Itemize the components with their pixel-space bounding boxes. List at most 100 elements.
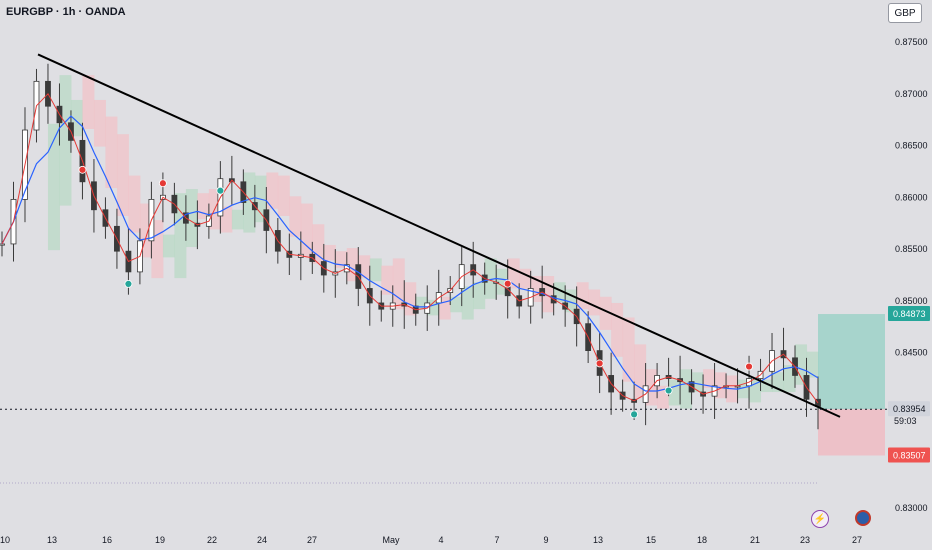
ichimoku-cloud-segment — [312, 224, 325, 264]
ichimoku-cloud-segment — [588, 289, 601, 316]
date-tick-label: 18 — [697, 535, 707, 545]
price-tick-label: 0.84500 — [895, 348, 928, 358]
ichimoku-cloud-segment — [139, 203, 152, 258]
ichimoku-cloud-segment — [346, 248, 359, 282]
ichimoku-cloud-segment — [105, 116, 118, 189]
ichimoku-cloud-segment — [507, 258, 520, 289]
sell-signal-dot — [503, 279, 512, 288]
ichimoku-cloud-segment — [806, 351, 819, 378]
sell-signal-dot — [78, 165, 87, 174]
ichimoku-cloud-segment — [59, 75, 72, 206]
date-tick-label: 23 — [800, 535, 810, 545]
ichimoku-cloud-segment — [220, 206, 233, 233]
ichimoku-cloud-segment — [82, 75, 95, 129]
ichimoku-cloud-segment — [392, 258, 405, 310]
ichimoku-cloud-segment — [369, 258, 382, 282]
buy-signal-dot — [664, 386, 673, 395]
sell-signal-dot — [595, 359, 604, 368]
lightning-icon[interactable]: ⚡ — [811, 510, 829, 528]
trend-line — [37, 53, 841, 418]
price-tick-label: 0.86000 — [895, 192, 928, 202]
ichimoku-cloud-segment — [427, 299, 440, 316]
price-tick-label: 0.83000 — [895, 503, 928, 513]
stop-price-label: 0.83507 — [893, 450, 926, 460]
ichimoku-cloud-segment — [576, 282, 589, 310]
ichimoku-cloud-segment — [680, 369, 693, 409]
ichimoku-cloud-segment — [151, 220, 164, 279]
buy-signal-dot — [630, 410, 639, 419]
price-tick-label: 0.86500 — [895, 141, 928, 151]
ichimoku-cloud-segment — [323, 244, 336, 261]
ichimoku-cloud-segment — [749, 379, 762, 403]
ichimoku-cloud-segment — [496, 268, 509, 295]
ichimoku-cloud-segment — [162, 234, 175, 258]
ichimoku-cloud-segment — [657, 385, 670, 409]
stop-price-label-bg — [888, 447, 930, 463]
current-price-label: 0.83954 — [893, 404, 926, 414]
date-tick-label: 13 — [47, 535, 57, 545]
target-zone — [818, 314, 885, 410]
ichimoku-cloud-segment — [565, 289, 578, 313]
ichimoku-cloud-segment — [70, 99, 83, 137]
ichimoku-cloud-segment — [266, 172, 279, 209]
ichimoku-cloud-segment — [622, 317, 635, 382]
ichimoku-cloud-segment — [116, 134, 129, 216]
date-tick-label: 27 — [307, 535, 317, 545]
buy-signal-dot — [216, 186, 225, 195]
sell-signal-dot — [745, 362, 753, 371]
ichimoku-cloud-segment — [461, 286, 474, 320]
ichimoku-cloud-segment — [450, 296, 463, 313]
date-tick-label: 10 — [0, 535, 10, 545]
ichimoku-cloud-segment — [611, 302, 624, 357]
ichimoku-cloud-segment — [231, 209, 244, 230]
ichimoku-cloud-segment — [300, 203, 313, 258]
date-tick-label: 24 — [257, 535, 267, 545]
ichimoku-cloud-segment — [473, 282, 486, 310]
current-price-label-bg — [888, 401, 930, 417]
date-tick-label: 4 — [438, 535, 443, 545]
target-price-label-bg — [888, 306, 930, 322]
price-tick-label: 0.85000 — [895, 296, 928, 306]
date-tick-label: 7 — [494, 535, 499, 545]
date-tick-label: 21 — [750, 535, 760, 545]
ichimoku-cloud-segment — [174, 193, 187, 279]
stop-zone — [818, 409, 885, 456]
ichimoku-cloud-segment — [47, 123, 60, 251]
date-tick-label: 27 — [852, 535, 862, 545]
ichimoku-cloud-segment — [438, 296, 451, 320]
ichimoku-cloud-segment — [289, 196, 302, 237]
ichimoku-cloud-segment — [519, 268, 532, 289]
ichimoku-cloud-segment — [760, 379, 773, 393]
ichimoku-cloud-segment — [415, 296, 428, 310]
ichimoku-cloud-segment — [185, 189, 198, 248]
ichimoku-cloud-segment — [634, 344, 647, 399]
ichimoku-cloud-segment — [668, 379, 681, 406]
date-tick-label: 16 — [102, 535, 112, 545]
ichimoku-cloud-segment — [335, 251, 348, 268]
ichimoku-cloud-segment — [484, 258, 497, 299]
ichimoku-cloud-segment — [93, 99, 106, 147]
date-tick-label: May — [382, 535, 400, 545]
ichimoku-cloud-segment — [783, 365, 796, 393]
date-tick-label: 22 — [207, 535, 217, 545]
price-tick-label: 0.87000 — [895, 89, 928, 99]
ichimoku-cloud-segment — [772, 372, 785, 393]
price-tick-label: 0.85500 — [895, 244, 928, 254]
buy-signal-dot — [124, 279, 133, 288]
ichimoku-cloud-segment — [358, 255, 371, 279]
candle-body — [0, 243, 5, 246]
kijun-line — [1, 115, 819, 392]
ichimoku-cloud-segment — [553, 282, 566, 302]
globe-icon[interactable] — [855, 510, 871, 526]
date-tick-label: 15 — [646, 535, 656, 545]
ichimoku-cloud-segment — [691, 372, 704, 393]
countdown-label: 59:03 — [894, 416, 917, 426]
ichimoku-cloud-segment — [277, 175, 290, 216]
sell-signal-dot — [159, 179, 167, 188]
currency-button[interactable]: GBP — [888, 3, 922, 23]
ichimoku-cloud-segment — [243, 172, 256, 233]
date-tick-label: 13 — [593, 535, 603, 545]
symbol-title: EURGBP · 1h · OANDA — [6, 6, 126, 18]
target-price-label: 0.84873 — [893, 309, 926, 319]
